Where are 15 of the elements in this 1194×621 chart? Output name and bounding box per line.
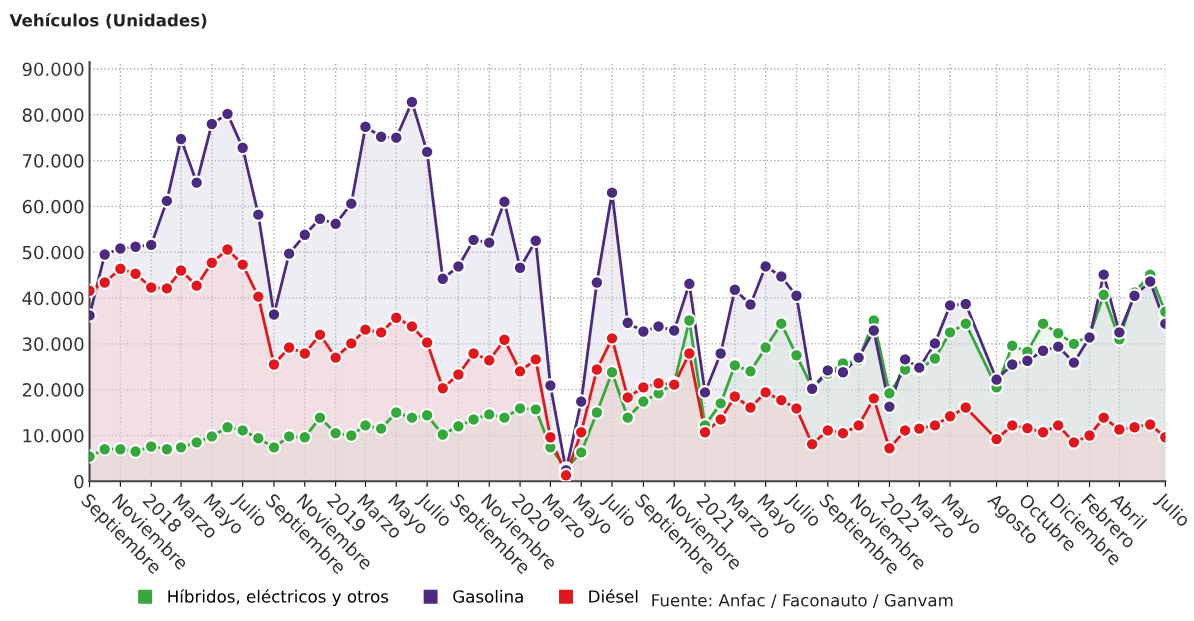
y-tick-label: 90.000 <box>22 62 84 77</box>
y-tick-label: 60.000 <box>22 199 84 214</box>
y-axis-title: Vehículos (Unidades) <box>9 13 207 29</box>
legend-label: Híbridos, eléctricos y otros <box>168 589 389 606</box>
y-tick-label: 30.000 <box>22 337 84 351</box>
y-tick-label: 20.000 <box>22 383 84 397</box>
source-note: Fuente: Anfac / Faconauto / Ganvam <box>652 593 953 608</box>
legend-label: Diésel <box>589 589 638 603</box>
y-tick-label: 80.000 <box>22 108 84 122</box>
y-tick-label: 0 <box>74 474 84 489</box>
y-tick-label: 40.000 <box>22 291 84 306</box>
y-tick-label: 70.000 <box>22 154 84 168</box>
y-tick-label: 10.000 <box>23 428 84 443</box>
legend-label: Gasolina <box>453 589 523 603</box>
y-tick-label: 50.000 <box>22 245 84 260</box>
